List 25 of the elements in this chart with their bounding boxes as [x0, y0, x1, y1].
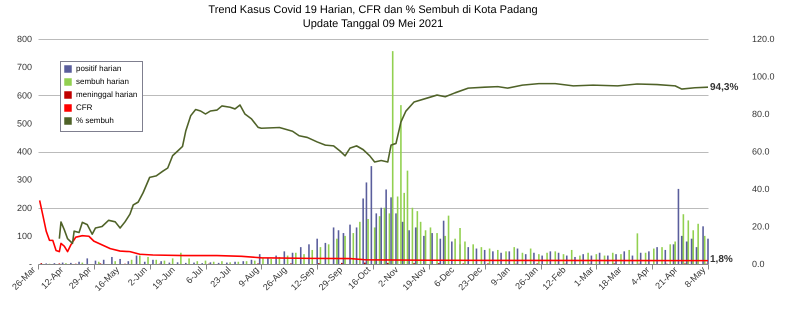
- y-tick-label: -: [29, 259, 32, 269]
- y-tick-label: 800: [16, 34, 32, 44]
- y-tick-label: 700: [16, 62, 32, 72]
- y-tick-label: 400: [16, 146, 32, 156]
- y2-tick-label: 100.0: [752, 72, 775, 82]
- legend-label: CFR: [76, 103, 93, 112]
- y-tick-label: 500: [16, 118, 32, 128]
- y-tick-label: 100: [16, 230, 32, 241]
- y2-tick-label: 120.0: [752, 34, 775, 44]
- y-tick-label: 300: [16, 174, 32, 185]
- legend-label: positif harian: [76, 64, 122, 73]
- y-tick-label: 600: [16, 90, 32, 100]
- text: 94,3%: [710, 82, 738, 93]
- chart-title: Trend Kasus Covid 19 Harian, CFR dan % Sembuh di Kota Padang: [208, 4, 538, 16]
- y2-tick-label: 40.0: [752, 184, 770, 194]
- text: 1,8%: [710, 254, 733, 265]
- y2-tick-label: 0.0: [752, 259, 765, 269]
- y2-tick-label: 80.0: [752, 109, 770, 119]
- legend-label: % sembuh: [76, 116, 114, 125]
- legend-label: sembuh harian: [76, 77, 129, 86]
- legend-label: meninggal harian: [76, 90, 138, 99]
- y2-tick-label: 20.0: [752, 222, 770, 232]
- y2-tick-label: 60.0: [752, 146, 770, 156]
- chart-subtitle: Update Tanggal 09 Mei 2021: [302, 18, 444, 30]
- y-tick-label: 200: [16, 202, 32, 213]
